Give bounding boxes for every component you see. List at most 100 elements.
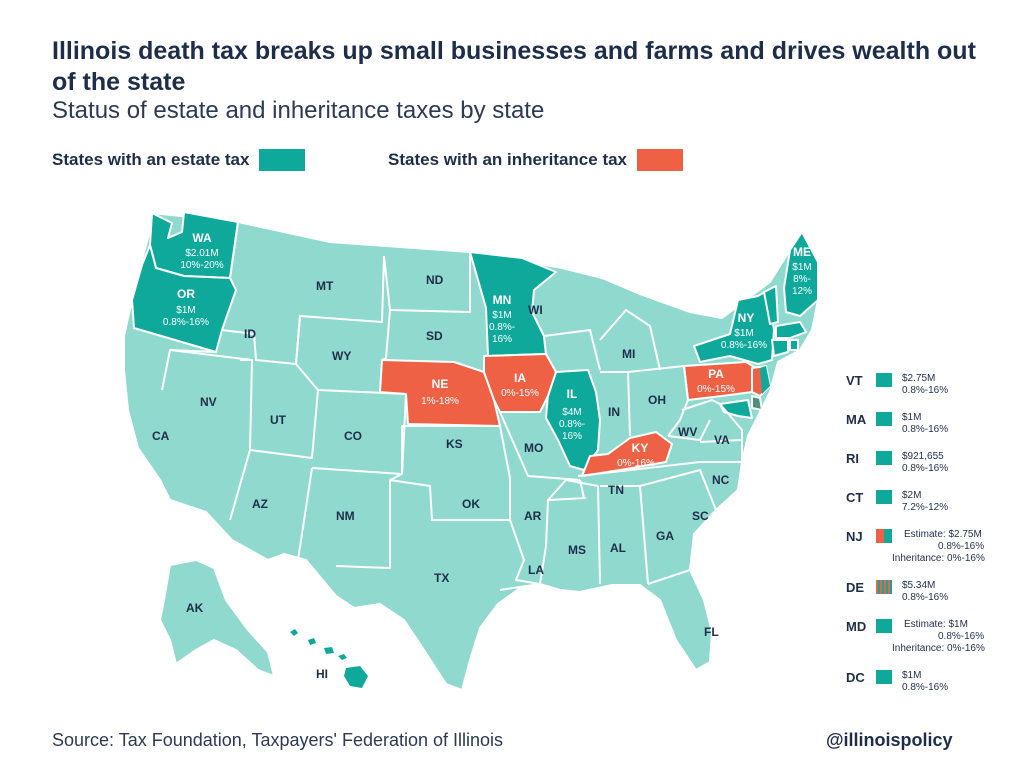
label-KY: KY [632, 441, 649, 455]
side-line: 0.8%-16% [902, 682, 949, 693]
legend-estate-swatch [259, 149, 306, 171]
state-MD [719, 399, 753, 419]
side-line: 0.8%-16% [902, 592, 949, 603]
label-IL-rate1: 0.8%- [559, 419, 585, 430]
side-abbr: VT [846, 373, 863, 388]
label-WA-exempt: $2.01M [185, 248, 218, 259]
label-OR-rate: 0.8%-16% [163, 317, 209, 328]
label-NY-exempt: $1M [734, 328, 753, 339]
side-line: Estimate: $2.75M [904, 529, 982, 540]
label-MN: MN [493, 293, 512, 307]
label-NE: NE [432, 377, 449, 391]
label-IL: IL [567, 387, 578, 401]
legend-inheritance-label: States with an inheritance tax [388, 150, 628, 169]
state-CT [771, 339, 789, 357]
alaska-shape [159, 559, 275, 677]
estate-swatch [876, 490, 892, 504]
label-OR: OR [177, 287, 195, 301]
side-line: 0.8%-16% [902, 463, 949, 474]
label-WV: WV [678, 425, 697, 439]
label-PA-rate: 0%-15% [697, 384, 735, 395]
state-NJ-estate [760, 366, 770, 394]
label-SC: SC [692, 509, 709, 523]
side-line: $921,655 [902, 451, 944, 462]
side-line: 0.8%-16% [938, 631, 985, 642]
estate-swatch [876, 373, 892, 387]
legend-inheritance: States with an inheritance tax [388, 149, 684, 171]
split-swatch [876, 529, 892, 543]
label-LA: LA [528, 563, 544, 577]
label-ME-rate1: 8%- [793, 274, 811, 285]
label-NY-rate: 0.8%-16% [721, 340, 767, 351]
side-line: 0.8%-16% [938, 541, 985, 552]
side-item-NJ: NJ Estimate: $2.75M 0.8%-16% Inheritance… [834, 529, 1024, 569]
label-WY: WY [332, 349, 351, 363]
state-NY [693, 289, 775, 365]
side-abbr: MD [846, 619, 867, 634]
label-WA-rate: 10%-20% [180, 260, 223, 271]
legend-estate-label: States with an estate tax [52, 150, 250, 169]
label-CO: CO [344, 429, 362, 443]
state-borders [161, 221, 743, 591]
side-line: $2.75M [902, 373, 936, 384]
label-IL-rate2: 16% [562, 431, 582, 442]
striped-swatch [876, 580, 892, 594]
state-MA [775, 321, 807, 339]
side-line: Estimate: $1M [904, 619, 968, 630]
side-item-VT: VT $2.75M 0.8%-16% [834, 373, 1024, 413]
estate-swatch [876, 412, 892, 426]
source-note: Source: Tax Foundation, Taxpayers' Feder… [52, 730, 504, 750]
label-FL: FL [704, 625, 719, 639]
side-line: $1M [902, 412, 922, 423]
social-handle: @illinoispolicy [826, 730, 953, 750]
label-NY: NY [738, 311, 755, 325]
estate-swatch [876, 670, 892, 684]
label-ME: ME [793, 245, 811, 259]
label-TX: TX [434, 571, 449, 585]
label-SD: SD [426, 329, 443, 343]
state-RI [789, 339, 799, 351]
side-abbr: DE [846, 580, 865, 595]
label-KS: KS [446, 437, 463, 451]
label-WI: WI [528, 303, 543, 317]
label-MO: MO [524, 441, 543, 455]
state-DE [751, 395, 763, 411]
side-item-MD: MD Estimate: $1M 0.8%-16% Inheritance: 0… [834, 619, 1024, 659]
label-IA: IA [514, 371, 526, 385]
label-MN-rate2: 16% [492, 334, 512, 345]
side-item-DC: DC $1M 0.8%-16% [834, 670, 1024, 710]
hawaii-shape [290, 629, 368, 688]
label-AL: AL [610, 541, 626, 555]
label-IA-rate: 0%-15% [501, 388, 539, 399]
side-abbr: MA [846, 412, 867, 427]
side-line: $1M [902, 670, 922, 681]
side-line: Inheritance: 0%-16% [892, 553, 985, 564]
label-AR: AR [524, 509, 542, 523]
label-VA: VA [714, 433, 730, 447]
label-IL-exempt: $4M [562, 407, 581, 418]
side-item-DE: DE $5.34M 0.8%-16% [834, 580, 1024, 620]
label-OR-exempt: $1M [176, 305, 195, 316]
side-line: 0.8%-16% [902, 424, 949, 435]
label-NE-rate: 1%-18% [421, 396, 459, 407]
label-OK: OK [462, 497, 480, 511]
label-MS: MS [568, 543, 586, 557]
page-subtitle: Status of estate and inheritance taxes b… [52, 97, 545, 124]
label-KY-rate: 0%-16% [617, 458, 655, 469]
legend-inheritance-swatch [637, 149, 684, 171]
side-line: Inheritance: 0%-16% [892, 643, 985, 654]
label-UT: UT [270, 413, 287, 427]
side-abbr: CT [846, 490, 864, 505]
label-CA: CA [152, 429, 170, 443]
side-line: $2M [902, 490, 922, 501]
state-IA [483, 353, 557, 413]
side-abbr: DC [846, 670, 865, 685]
label-PA: PA [708, 367, 724, 381]
state-ME [783, 231, 819, 317]
label-WA: WA [192, 231, 212, 245]
label-TN: TN [608, 483, 624, 497]
label-NV: NV [200, 395, 217, 409]
side-line: $5.34M [902, 580, 936, 591]
label-OH: OH [648, 393, 666, 407]
label-ND: ND [426, 273, 444, 287]
